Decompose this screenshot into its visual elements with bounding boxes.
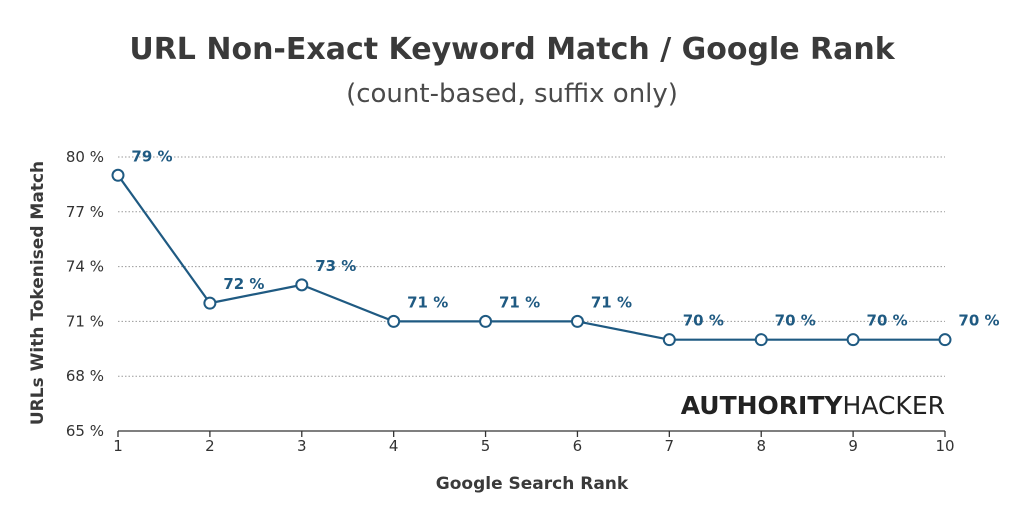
x-tick-labels: 1 2 3 4 5 6 7 8 9 10 [113, 437, 954, 455]
y-tick-label: 77 % [66, 203, 104, 221]
data-label: 71 % [499, 293, 540, 311]
y-tick-label: 65 % [66, 422, 104, 440]
data-point [295, 278, 309, 292]
y-tick-label: 68 % [66, 367, 104, 385]
y-tick-labels: 65 % 68 % 71 % 74 % 77 % 80 % [66, 148, 104, 440]
chart-title: URL Non-Exact Keyword Match / Google Ran… [129, 32, 895, 67]
x-tick-label: 1 [113, 437, 123, 455]
data-label: 70 % [683, 312, 724, 330]
x-axis-title: Google Search Rank [436, 474, 629, 494]
y-tick-label: 74 % [66, 258, 104, 276]
brand-logo: AUTHORITYHACKER [681, 391, 945, 420]
data-point [203, 296, 217, 310]
data-point [846, 333, 860, 347]
data-label: 71 % [407, 293, 448, 311]
data-labels: 79 % 72 % 73 % 71 % 71 % 71 % 70 % 70 % 70 % 70 % [131, 147, 999, 329]
x-tick-label: 3 [297, 437, 307, 455]
data-label: 70 % [867, 312, 908, 330]
x-tick-label: 8 [756, 437, 766, 455]
grid-lines [118, 156, 945, 377]
chart-subtitle: (count-based, suffix only) [346, 79, 678, 109]
series [111, 168, 952, 347]
data-point [662, 333, 676, 347]
data-label: 72 % [223, 275, 264, 293]
x-tick-label: 5 [481, 437, 491, 455]
x-tick-label: 7 [665, 437, 675, 455]
data-label: 79 % [131, 147, 172, 165]
data-label: 73 % [315, 257, 356, 275]
data-point [938, 333, 952, 347]
series-line [117, 174, 945, 341]
axes [117, 430, 946, 437]
data-label: 70 % [775, 312, 816, 330]
x-tick-label: 9 [848, 437, 858, 455]
y-tick-label: 71 % [66, 312, 104, 330]
x-tick-label: 2 [205, 437, 215, 455]
data-point [754, 333, 768, 347]
data-point [387, 314, 401, 328]
x-tick-label: 4 [389, 437, 399, 455]
y-tick-label: 80 % [66, 148, 104, 166]
brand-light: HACKER [843, 391, 945, 420]
data-point [111, 168, 125, 182]
brand-bold: AUTHORITY [681, 391, 844, 420]
x-tick-label: 10 [935, 437, 954, 455]
x-tick-label: 6 [573, 437, 583, 455]
data-point [570, 314, 584, 328]
data-label: 70 % [958, 312, 999, 330]
data-label: 71 % [591, 293, 632, 311]
y-axis-title: URLs With Tokenised Match [28, 161, 48, 425]
data-point [479, 314, 493, 328]
